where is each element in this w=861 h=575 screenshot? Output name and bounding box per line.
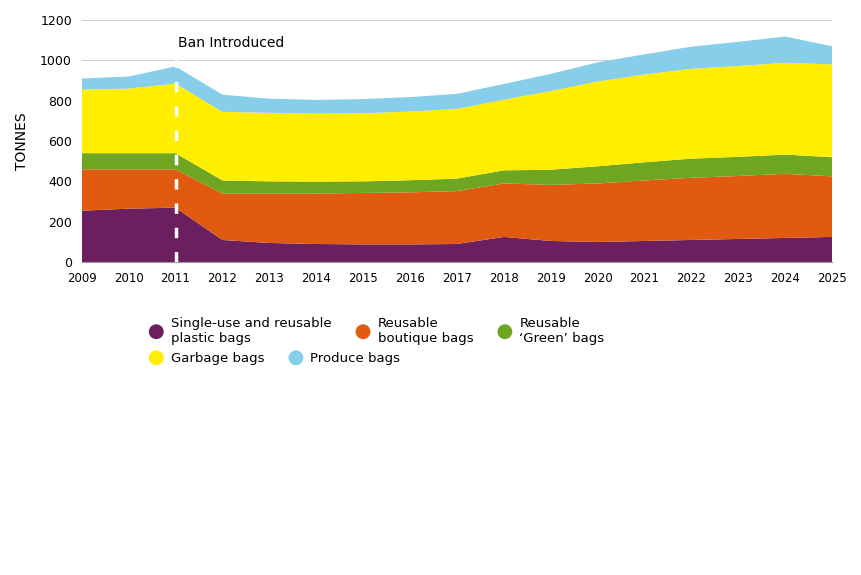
Legend: Garbage bags, Produce bags: Garbage bags, Produce bags xyxy=(148,351,400,365)
Text: Ban Introduced: Ban Introduced xyxy=(177,36,284,50)
Y-axis label: TONNES: TONNES xyxy=(15,112,29,170)
